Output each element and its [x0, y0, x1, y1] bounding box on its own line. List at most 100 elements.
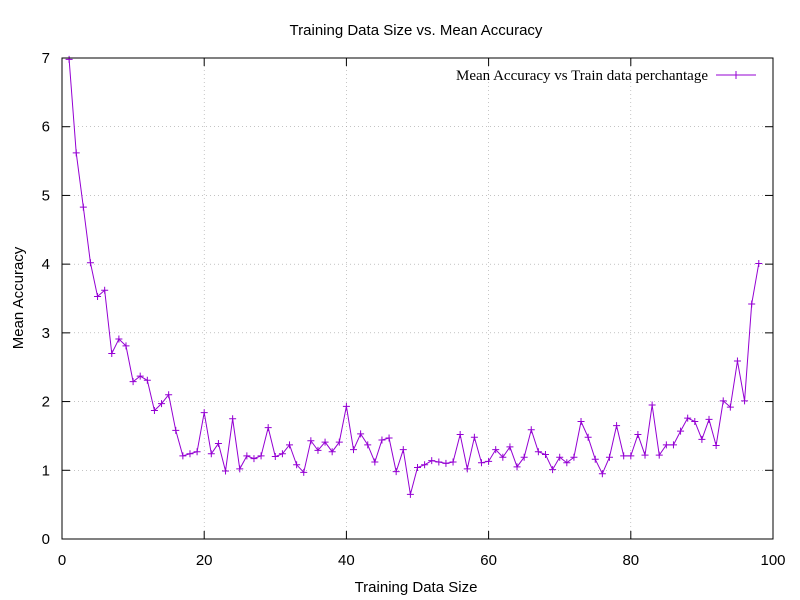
data-point-marker [385, 434, 393, 442]
data-point-marker [286, 441, 294, 449]
data-point-marker [350, 446, 358, 454]
data-point-marker [193, 448, 201, 456]
y-tick-label: 4 [42, 256, 50, 273]
data-point-marker [513, 463, 521, 471]
data-point-marker [435, 458, 443, 466]
data-point-marker [243, 452, 251, 460]
data-point-marker [449, 458, 457, 466]
x-axis-label: Training Data Size [355, 579, 478, 596]
data-point-marker [755, 259, 763, 267]
data-point-marker [399, 446, 407, 454]
data-point-marker [641, 451, 649, 459]
data-point-marker [94, 292, 102, 300]
data-point-marker [442, 459, 450, 467]
data-point-marker [556, 453, 564, 461]
x-tick-label: 100 [760, 552, 785, 569]
chart-title: Training Data Size vs. Mean Accuracy [290, 22, 543, 39]
data-point-marker [492, 446, 500, 454]
data-point-marker [577, 417, 585, 425]
data-point-marker [200, 409, 208, 417]
data-point-marker [250, 455, 258, 463]
series-line [68, 59, 760, 495]
data-point-marker [136, 372, 144, 380]
data-point-marker [143, 376, 151, 384]
data-point-marker [392, 468, 400, 476]
data-point-marker [129, 378, 137, 386]
data-point-marker [264, 424, 272, 432]
data-point-marker [506, 443, 514, 451]
data-point-marker [584, 433, 592, 441]
data-point-marker [236, 465, 244, 473]
plot-frame [61, 57, 774, 540]
data-point-marker [527, 426, 535, 434]
x-tick-label: 0 [58, 552, 66, 569]
data-point-marker [150, 407, 158, 415]
data-point-marker [669, 441, 677, 449]
data-point-marker [634, 431, 642, 439]
data-point-marker [570, 453, 578, 461]
data-point-marker [712, 442, 720, 450]
data-point-marker [684, 414, 692, 422]
data-point-marker [172, 426, 180, 434]
y-axis-label: Mean Accuracy [10, 246, 27, 349]
data-point-marker [620, 452, 628, 460]
data-point-marker [314, 446, 322, 454]
y-tick-label: 0 [42, 531, 50, 548]
data-point-marker [179, 452, 187, 460]
data-point-marker [499, 453, 507, 461]
data-point-marker [222, 467, 230, 475]
data-point-marker [229, 415, 237, 423]
data-point-marker [414, 464, 421, 472]
data-point-marker [165, 391, 173, 399]
legend-label: Mean Accuracy vs Train data perchantage [456, 68, 708, 84]
data-point-marker [705, 415, 713, 423]
data-point-marker [271, 453, 279, 461]
data-point-marker [328, 448, 336, 456]
y-tick-label: 7 [42, 50, 50, 67]
x-tick-label: 20 [196, 552, 213, 569]
data-point-marker [79, 203, 87, 211]
data-point-marker [278, 450, 286, 458]
data-point-marker [72, 149, 80, 157]
data-point-marker [541, 450, 549, 458]
axis-ticks [61, 57, 774, 540]
data-point-marker [357, 430, 365, 438]
data-point-marker [428, 457, 436, 465]
data-point-marker [677, 427, 685, 435]
data-point-marker [520, 453, 528, 461]
data-point-marker [627, 452, 635, 460]
x-tick-label: 80 [622, 552, 639, 569]
data-point-marker [470, 433, 478, 441]
data-point-marker [648, 401, 656, 409]
data-point-marker [257, 452, 265, 460]
data-point-marker [115, 335, 123, 343]
y-tick-label: 2 [42, 394, 50, 411]
data-point-marker [321, 438, 329, 446]
data-point-marker [726, 403, 734, 411]
y-tick-label: 5 [42, 187, 50, 204]
data-point-marker [122, 342, 130, 350]
y-tick-label: 3 [42, 325, 50, 342]
data-point-marker [463, 465, 471, 473]
legend: Mean Accuracy vs Train data perchantage [456, 68, 756, 84]
data-point-marker [86, 259, 94, 267]
x-tick-label: 40 [338, 552, 355, 569]
data-point-marker [698, 435, 706, 443]
y-tick-label: 6 [42, 119, 50, 136]
data-point-marker [101, 286, 109, 294]
data-point-marker [158, 400, 166, 408]
data-point-marker [214, 439, 222, 447]
data-point-marker [186, 450, 194, 458]
data-point-marker [477, 459, 485, 467]
data-point-marker [662, 441, 670, 449]
data-point-marker [335, 438, 343, 446]
data-point-marker [605, 453, 613, 461]
data-point-marker [65, 55, 73, 63]
data-point-marker [733, 357, 741, 365]
tick-labels: 0 20 40 60 80 100 0 1 2 3 4 5 6 7 [42, 50, 786, 569]
data-point-marker [371, 458, 379, 466]
series-layer [65, 55, 763, 498]
data-point-marker [485, 457, 493, 465]
